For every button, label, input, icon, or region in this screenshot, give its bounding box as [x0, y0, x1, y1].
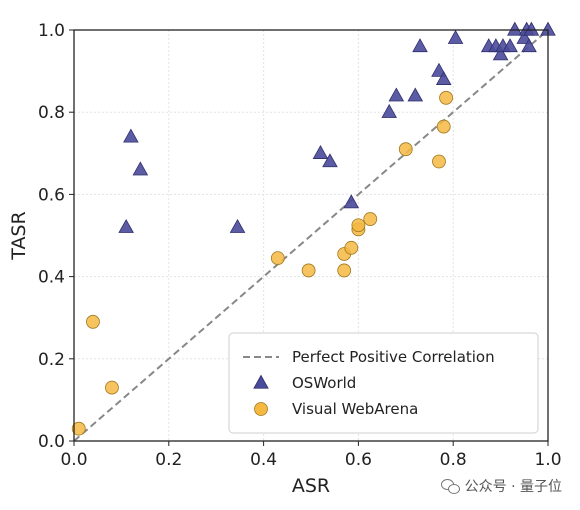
- perfect-correlation-line: [73, 29, 549, 442]
- osworld-point: [435, 71, 452, 85]
- visual-webarena-point: [398, 142, 413, 157]
- legend-label-osworld: OSWorld: [292, 374, 356, 392]
- osworld-point: [123, 128, 139, 143]
- visual-webarena-point: [270, 251, 285, 266]
- visual-webarena-point: [344, 240, 359, 255]
- visual-webarena-point: [363, 212, 378, 226]
- visual-webarena-point: [86, 314, 100, 329]
- osworld-point: [507, 21, 523, 36]
- y-tick-label: 1.0: [38, 21, 65, 41]
- osworld-point: [132, 161, 149, 176]
- watermark-text: 公众号 · 量子位: [464, 479, 562, 495]
- legend-triangle-swatch: [253, 374, 269, 389]
- legend-circle-swatch: [254, 402, 268, 416]
- axis-ticks: 0.0 0.2 0.4 0.6 0.8 1.0 0.0 0.2 0.4 0.6 0.8 1.0: [38, 21, 562, 470]
- visual-webarena-point: [337, 263, 352, 278]
- osworld-point: [388, 87, 405, 102]
- osworld-point: [412, 38, 428, 53]
- osworld-point: [229, 218, 246, 233]
- x-tick-label: 1.0: [534, 450, 561, 470]
- visual-webarena-point: [71, 421, 86, 436]
- osworld-point: [523, 21, 540, 36]
- legend-label-reference: Perfect Positive Correlation: [292, 348, 495, 366]
- x-tick-label: 0.2: [155, 450, 182, 470]
- watermark: 公众号 · 量子位: [440, 476, 562, 496]
- x-tick-label: 0.0: [60, 450, 87, 470]
- x-axis-label: ASR: [292, 475, 330, 497]
- visual-webarena-point: [439, 90, 453, 105]
- y-tick-label: 0.0: [38, 432, 65, 452]
- data-points: [71, 21, 556, 436]
- y-tick-label: 0.2: [38, 350, 65, 370]
- visual-webarena-point: [351, 218, 366, 233]
- legend-label-visual-webarena: Visual WebArena: [292, 400, 418, 418]
- y-tick-label: 0.4: [38, 268, 65, 288]
- osworld-point: [492, 46, 509, 61]
- plot-frame: [73, 29, 549, 442]
- visual-webarena-point: [301, 263, 316, 278]
- osworld-point: [118, 218, 134, 233]
- y-tick-label: 0.6: [38, 185, 65, 205]
- osworld-point: [502, 38, 518, 53]
- x-tick-label: 0.8: [440, 450, 467, 470]
- osworld-point: [407, 87, 424, 102]
- osworld-point: [322, 153, 338, 168]
- osworld-point: [312, 144, 329, 159]
- osworld-point: [343, 194, 360, 209]
- visual-webarena-point: [436, 119, 451, 134]
- x-tick-label: 0.4: [250, 450, 277, 470]
- y-axis-label: TASR: [8, 211, 30, 260]
- visual-webarena-point: [432, 154, 446, 169]
- osworld-point: [521, 38, 537, 53]
- legend-box: [228, 332, 539, 434]
- y-tick-label: 0.8: [38, 103, 65, 123]
- legend: Perfect Positive Correlation OSWorld Vis…: [228, 332, 539, 434]
- visual-webarena-point: [105, 380, 119, 395]
- x-tick-label: 0.6: [345, 450, 372, 470]
- osworld-point: [447, 29, 464, 44]
- wechat-icon: [440, 478, 460, 494]
- osworld-point: [381, 103, 398, 118]
